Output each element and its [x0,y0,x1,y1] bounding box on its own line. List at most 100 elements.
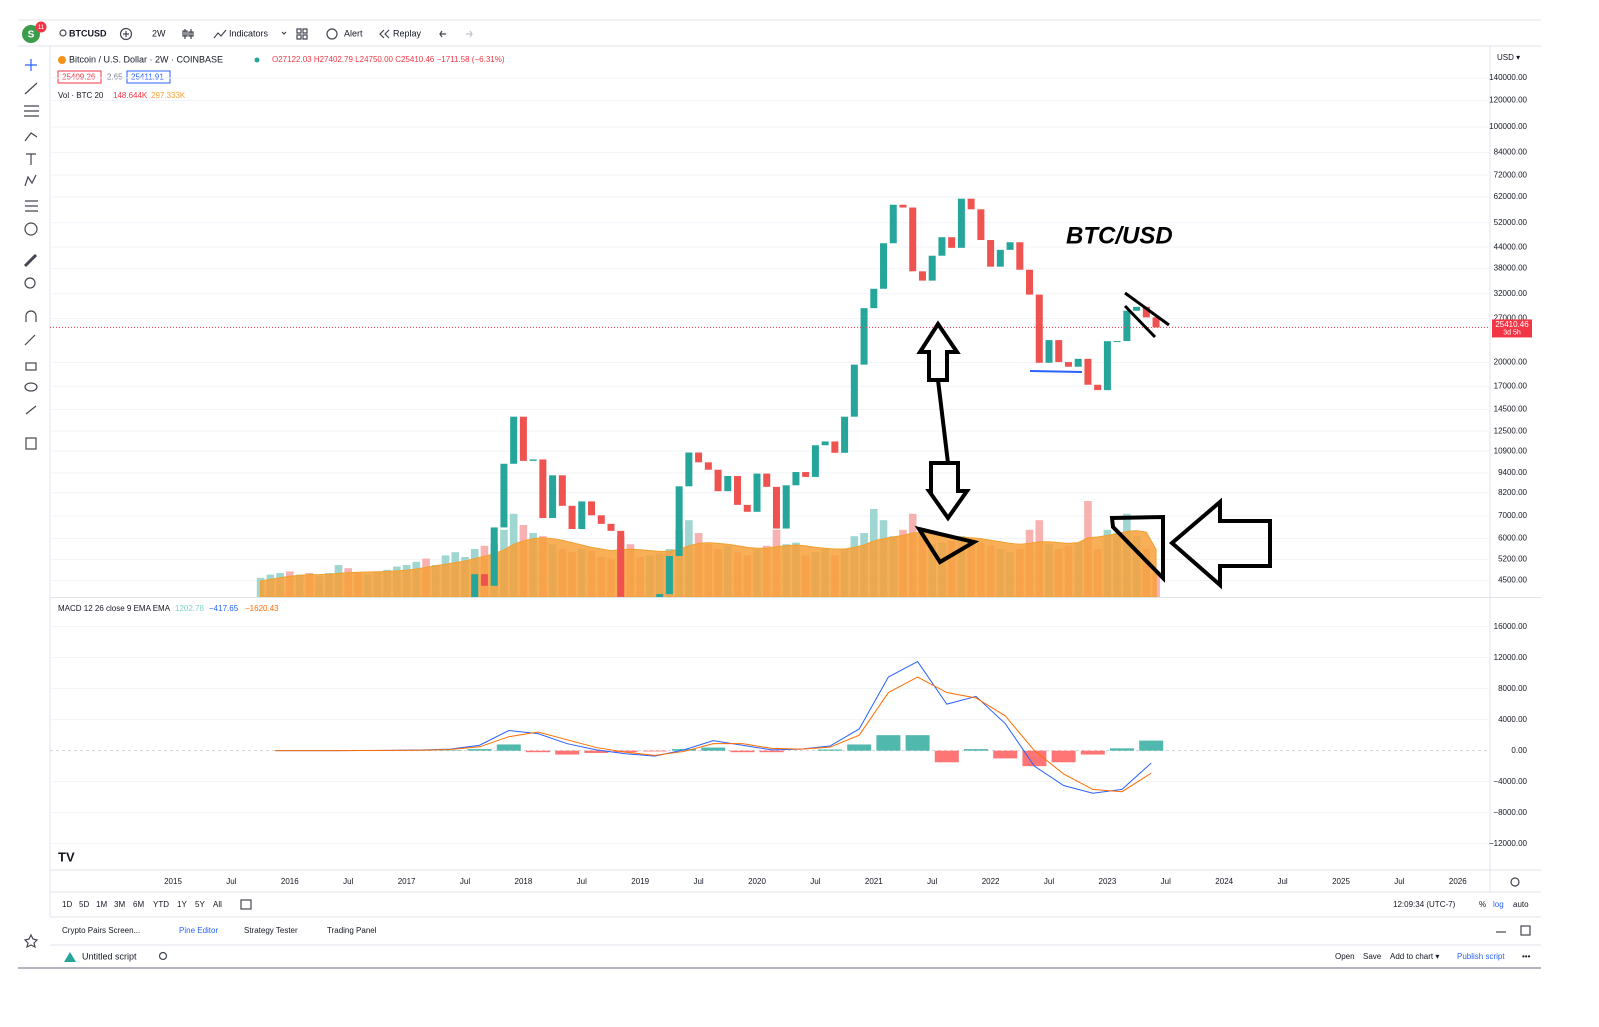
panel-tab[interactable]: Trading Panel [327,926,377,935]
range-button[interactable]: YTD [153,900,169,909]
maximize[interactable] [1520,925,1531,936]
range-button[interactable]: 1M [96,900,107,909]
panel-tab[interactable]: Crypto Pairs Screen... [62,926,140,935]
script-action[interactable]: Save [1363,952,1382,961]
volume-title: Vol · BTC 20 [58,91,104,100]
candle [442,679,449,757]
macd-histogram-bar [642,750,667,752]
script-action[interactable]: Open [1335,952,1355,961]
script-action[interactable]: Add to chart ▾ [1390,952,1439,961]
last-price-label: 25410.46 [1495,320,1529,329]
emoji[interactable] [24,222,38,236]
candle [335,858,342,893]
candle [471,574,479,597]
macd-histogram-bar [964,749,988,751]
script-action[interactable]: Publish script [1457,952,1505,961]
lock[interactable] [25,362,37,371]
zoom[interactable] [24,277,36,289]
candle [1113,341,1121,343]
range-button[interactable]: 5Y [195,900,205,909]
favorites[interactable] [23,933,39,949]
prediction[interactable] [25,200,38,212]
macd-hist-value: 1202.78 [175,604,204,613]
dropdown[interactable] [281,31,287,35]
date-range[interactable] [240,899,252,910]
panel-tab[interactable]: Pine Editor [179,926,218,935]
add-symbol[interactable] [119,27,133,41]
y-tick-label: 32000.00 [1494,289,1528,298]
text-tool[interactable] [26,153,36,165]
range-button[interactable]: 5D [79,900,89,909]
magnet[interactable] [25,310,37,322]
candle [724,475,732,492]
range-button[interactable]: All [213,900,222,909]
interval[interactable]: 2W [152,28,166,38]
trash[interactable] [25,437,37,450]
auto-button[interactable]: auto [1513,900,1529,909]
candle [1142,306,1150,318]
ask: 25411.91 [131,73,164,82]
left-arrow [1168,497,1272,590]
link[interactable] [25,405,37,415]
hide[interactable] [24,382,38,392]
candle [393,806,400,844]
tv-logo[interactable]: TV [58,849,75,864]
script-name[interactable]: Untitled script [82,951,137,961]
alert[interactable]: Alert [344,28,363,38]
stay-drawing[interactable] [24,334,36,346]
sell-button[interactable] [57,70,102,84]
search-icon[interactable] [59,29,67,37]
y-tick-label: 17000.00 [1494,381,1528,390]
candle [500,463,508,528]
channel-line [1124,291,1170,327]
indicators[interactable]: Indicators [229,28,269,38]
layouts[interactable] [296,28,308,40]
undo[interactable] [439,30,446,38]
symbol[interactable]: BTCUSD [69,28,107,38]
bid: 25409.26 [62,73,96,82]
candle [763,473,771,487]
log-button[interactable]: log [1493,900,1504,909]
candle [316,918,323,929]
fib[interactable] [24,105,39,117]
panel-tab[interactable]: Strategy Tester [244,926,298,935]
replay[interactable]: Replay [393,28,422,38]
candle [1064,362,1072,367]
trend-line[interactable] [24,82,38,95]
range-button[interactable]: 1Y [177,900,187,909]
more[interactable]: ••• [1522,952,1531,961]
candle [588,501,596,516]
ruler[interactable] [23,253,38,268]
candle [899,204,907,208]
patterns[interactable] [24,174,37,187]
candle [714,469,722,492]
settings[interactable] [1510,877,1520,887]
crosshair[interactable] [25,59,37,71]
candle [637,608,644,619]
candle [928,255,936,281]
chart-type[interactable] [182,29,194,39]
candle [617,530,625,597]
candle [267,943,274,970]
range-button[interactable]: 3M [114,900,125,909]
candle [529,459,537,461]
x-tick-label: 2023 [1099,877,1117,886]
candle [432,757,439,790]
percent-button[interactable]: % [1479,900,1486,909]
redo[interactable] [466,30,473,38]
y-tick-label: 5200.00 [1498,554,1527,563]
volume-ma-area [260,530,1157,597]
brush[interactable] [24,132,38,142]
buy-button[interactable] [126,70,171,84]
avatar[interactable] [22,25,40,43]
candle [957,198,965,248]
y-tick-label: 6000.00 [1498,534,1527,543]
script-search[interactable] [158,951,168,961]
range-button[interactable]: 1D [62,900,72,909]
candle [665,556,673,595]
countdown: 3d 5h [1503,329,1521,336]
badge-count: 11 [38,25,45,31]
currency[interactable]: USD ▾ [1497,53,1520,62]
range-button[interactable]: 6M [133,900,144,909]
box [1109,514,1165,583]
